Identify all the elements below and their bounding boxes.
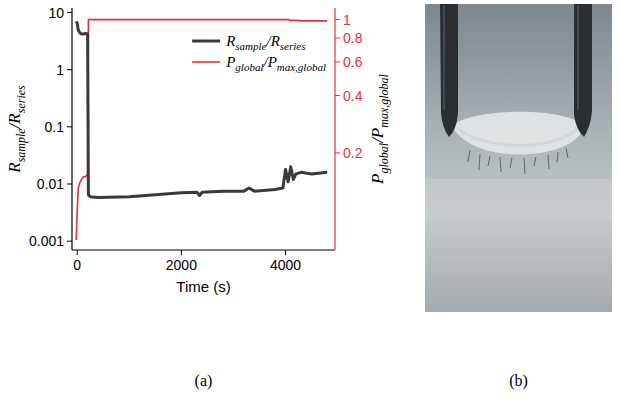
subscript: global [377,142,391,173]
y-tick-label: 10 [48,5,64,21]
text-part: R [270,33,280,49]
legend-label: Rsample/Rseries [225,33,305,52]
electrode [574,4,592,137]
streamer [510,158,512,168]
series-line [76,20,327,240]
subscript: series [280,40,306,52]
y2-axis-line [334,8,335,250]
x-tick-label: 0 [73,257,81,273]
legend-swatch [192,61,220,63]
x-tick [77,250,78,255]
series-line [76,21,327,197]
y-tick [67,12,72,13]
photo-background [425,4,612,312]
photo-band [425,179,612,219]
text-part: P [267,54,277,70]
legend-swatch [192,40,220,43]
legend-label: Pglobal/Pmax,global [225,54,326,73]
x-tick [285,250,286,255]
subscript: global [235,61,263,73]
y-tick-label: 0.1 [45,119,65,135]
y-tick [67,183,72,184]
panel-label: (a) [195,372,213,390]
subscript: max,global [377,73,391,127]
subscript: sample [14,128,28,163]
panel-label: (b) [509,372,528,390]
x-tick [181,250,182,255]
y-tick-label: 0.001 [29,233,64,249]
streamer [566,148,568,158]
x-axis-line [72,249,335,250]
y-axis-title: Rsample/Rseries [5,85,28,174]
y2-tick-label: 0.8 [343,30,363,46]
y-tick [67,241,72,242]
text-part: P [225,54,235,70]
y-tick [67,126,72,127]
x-axis-title: Time (s) [176,278,230,295]
photo [425,4,612,312]
plume [452,112,584,155]
plume-edge [458,128,578,145]
y2-tick-label: 0.2 [343,145,363,161]
axes: 0 2000 4000 0.001 0.01 0.1 1 10 0.2 0.4 0.6 0.8 1 Tim… [5,5,391,295]
figure: 0 2000 4000 0.001 0.01 0.1 1 10 0.2 0.4 0.6 0.8 1 Tim… [0,0,620,400]
y2-tick-label: 0.4 [343,88,363,104]
plot-area [76,20,327,240]
subscript: series [14,85,28,113]
y-tick-label: 0.01 [37,176,64,192]
text-part: R [225,33,235,49]
streamer [479,154,480,170]
x-tick-label: 2000 [166,257,197,273]
streamer [500,157,501,172]
streamer [468,150,470,162]
y2-tick-label: 0.6 [343,54,363,70]
text-part: P [368,128,387,139]
streamer [534,157,536,166]
electrode-highlight [443,6,445,110]
y2-tick [335,38,340,39]
electrode [440,4,458,137]
y2-tick [335,152,340,153]
subscript: max,global [277,61,326,73]
y-axis-line [71,8,72,250]
text-part: R [5,113,24,125]
streamer [548,155,549,169]
streamer [488,156,490,166]
y2-axis-title: Pglobal/Pmax,global [368,73,391,185]
streamer [557,152,558,162]
text-part: P [368,174,387,185]
streamer [524,158,525,174]
y2-tick [335,19,340,20]
y-tick-label: 1 [56,62,64,78]
subscript: sample [235,40,266,52]
electrode-highlight [577,6,579,110]
y-tick [67,69,72,70]
x-tick-label: 4000 [270,257,301,273]
legend: Rsample/Rseries Pglobal/Pmax,global [192,33,326,73]
y2-tick [335,95,340,96]
y2-tick [335,61,340,62]
text-part: R [5,162,24,174]
y2-tick-label: 1 [343,12,351,28]
